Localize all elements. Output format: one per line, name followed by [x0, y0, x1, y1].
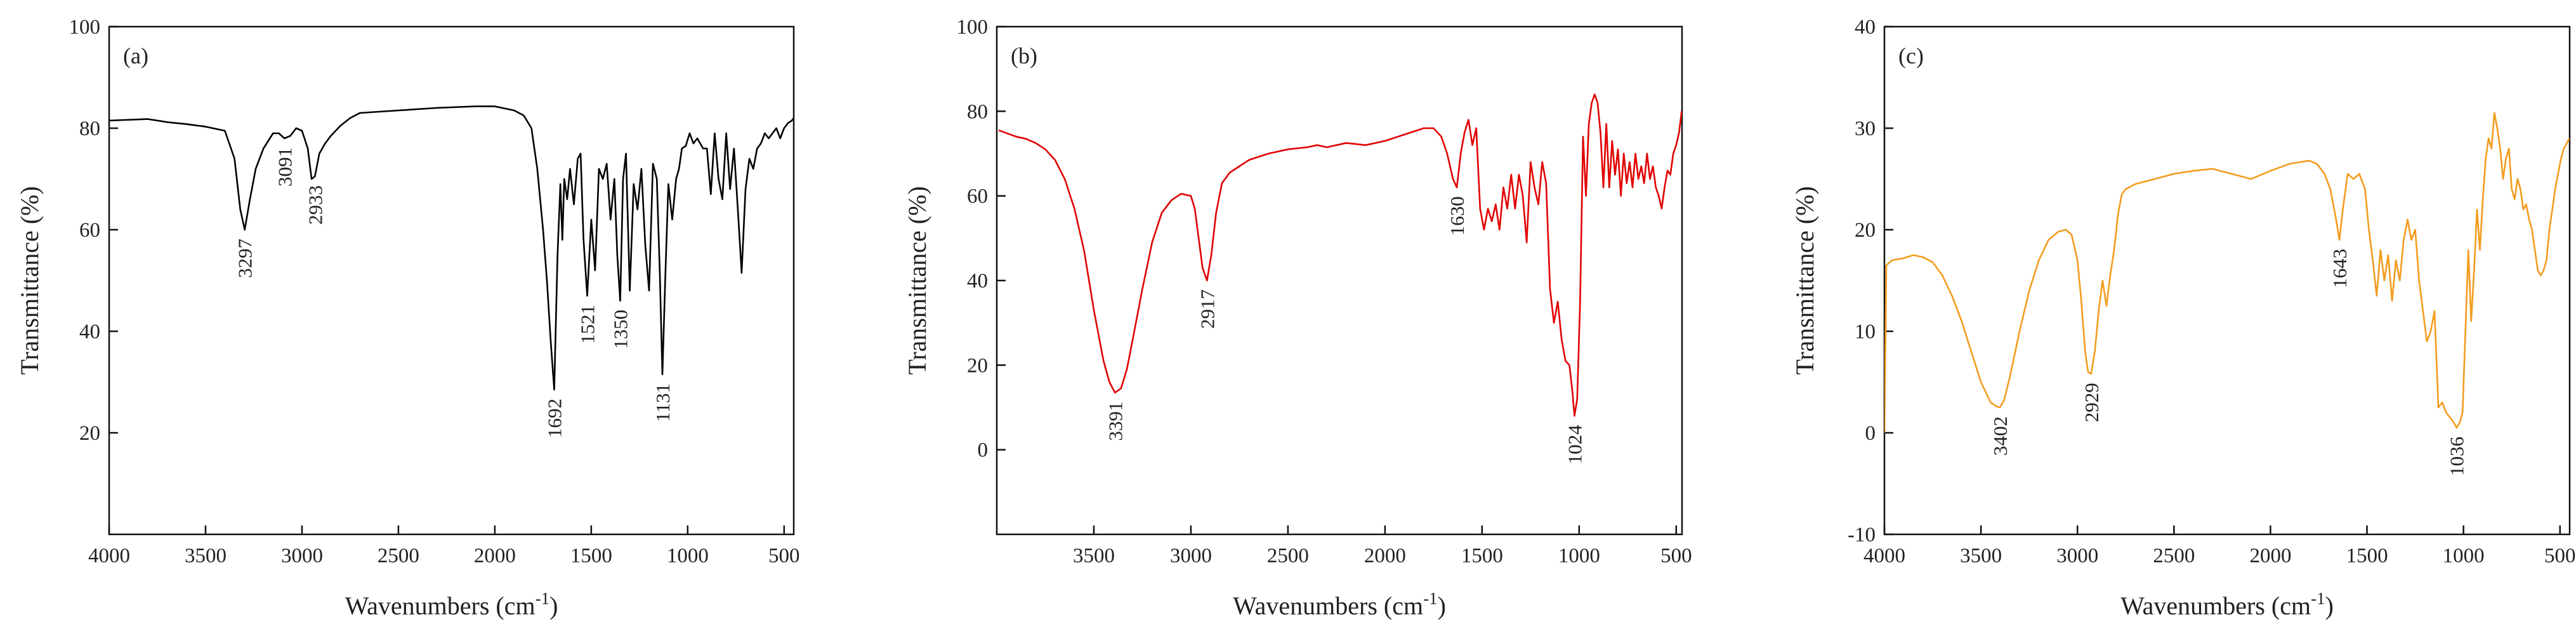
x-axis-title-main: Wavenumbers (cm	[1233, 591, 1423, 620]
y-tick-label: 40	[79, 320, 100, 343]
y-tick-label: 40	[967, 270, 988, 293]
y-tick-label: 0	[1865, 422, 1876, 445]
x-tick-label: 3500	[1960, 545, 2002, 567]
y-axis-title: Transmittance (%)	[1791, 186, 1819, 374]
y-axis-title: Transmittance (%)	[903, 186, 931, 374]
x-axis-title-main: Wavenumbers (cm	[2120, 591, 2311, 620]
peak-label: 1036	[2446, 437, 2468, 476]
y-tick-label: 60	[79, 219, 100, 242]
plot-frame	[1883, 25, 2571, 536]
x-tick-label: 4000	[1863, 545, 1905, 567]
panel-c: 4000 3500 3000 2500 2000 1500 1000 500 -10 0 10 20 3…	[1791, 16, 2576, 620]
y-tick-label: 20	[967, 354, 988, 377]
x-tick-label: 3000	[1170, 545, 1212, 567]
y-tick-label: 40	[1855, 16, 1876, 39]
spectrum-line	[1884, 112, 2570, 433]
x-tick-label: 2500	[378, 545, 419, 567]
peak-label: 2917	[1196, 289, 1218, 329]
x-axis-title: Wavenumbers (cm-1)	[1233, 589, 1446, 620]
y-tick-label: 100	[69, 16, 101, 39]
panel-label: (b)	[1011, 43, 1037, 69]
y-tick-label: 80	[79, 117, 100, 140]
x-tick-label: 1500	[570, 545, 612, 567]
y-tick-label: 30	[1855, 117, 1876, 140]
plot-frame	[108, 25, 795, 536]
spectrum-line	[109, 105, 794, 391]
panel-b: 3500 3000 2500 2000 1500 1000 500 0 20 40 60 80 100 W…	[903, 16, 1692, 620]
spectrum-line	[998, 93, 1682, 417]
peak-label: 1131	[652, 383, 674, 422]
x-tick-label: 2000	[474, 545, 516, 567]
peak-label: 3391	[1104, 402, 1126, 441]
y-tick-label: 0	[978, 439, 989, 462]
x-axis-title: Wavenumbers (cm-1)	[345, 589, 558, 620]
x-tick-label: 3000	[2056, 545, 2098, 567]
x-tick-label: 2500	[1267, 545, 1309, 567]
peak-label: 1521	[576, 305, 598, 344]
x-tick-label: 3000	[281, 545, 323, 567]
x-axis-title-sup: -1	[1423, 589, 1438, 608]
y-tick-label: 20	[79, 422, 100, 445]
x-tick-label: 3500	[185, 545, 227, 567]
peak-label: 1350	[609, 310, 631, 349]
panel-label: (c)	[1898, 43, 1924, 69]
x-tick-label: 1000	[2443, 545, 2485, 567]
y-axis-title: Transmittance (%)	[15, 186, 44, 374]
x-tick-label: 3500	[1073, 545, 1115, 567]
peak-label: 2933	[304, 185, 326, 225]
x-axis-title-sup: -1	[536, 589, 550, 608]
x-axis-title-end: )	[2325, 591, 2334, 620]
x-tick-label: 1000	[1558, 545, 1600, 567]
x-axis-title-main: Wavenumbers (cm	[345, 591, 536, 620]
y-tick-label: 10	[1855, 320, 1876, 343]
x-axis-title-end: )	[549, 591, 558, 620]
peak-label: 3297	[234, 239, 256, 278]
peak-label: 3402	[1989, 416, 2011, 456]
panel-a: 4000 3500 3000 2500 2000 1500 1000 500 20 40 60 80 1…	[15, 16, 800, 620]
y-tick-label: 60	[967, 185, 988, 208]
panel-label: (a)	[123, 43, 148, 69]
x-tick-label: 1000	[667, 545, 709, 567]
x-tick-label: 500	[768, 545, 800, 567]
x-tick-label: 500	[1660, 545, 1692, 567]
y-tick-label: 100	[957, 16, 989, 39]
x-axis-title-end: )	[1438, 591, 1446, 620]
x-tick-label: 500	[2544, 545, 2576, 567]
x-axis-title: Wavenumbers (cm-1)	[2120, 589, 2334, 620]
peak-label: 2929	[2080, 383, 2103, 422]
peak-label: 1024	[1564, 425, 1586, 465]
x-tick-label: 1500	[2346, 545, 2388, 567]
x-tick-label: 2000	[1364, 545, 1406, 567]
x-tick-label: 4000	[88, 545, 130, 567]
peak-label: 1643	[2329, 249, 2351, 288]
y-tick-label: 20	[1855, 219, 1876, 242]
peak-label: 3091	[273, 147, 296, 187]
peak-label: 1692	[544, 399, 566, 438]
x-tick-label: 2500	[2153, 545, 2195, 567]
x-tick-label: 2000	[2249, 545, 2291, 567]
y-tick-label: 80	[967, 100, 988, 123]
y-tick-label: -10	[1848, 524, 1876, 546]
peak-label: 1630	[1446, 196, 1468, 235]
x-tick-label: 1500	[1461, 545, 1503, 567]
x-axis-title-sup: -1	[2311, 589, 2325, 608]
